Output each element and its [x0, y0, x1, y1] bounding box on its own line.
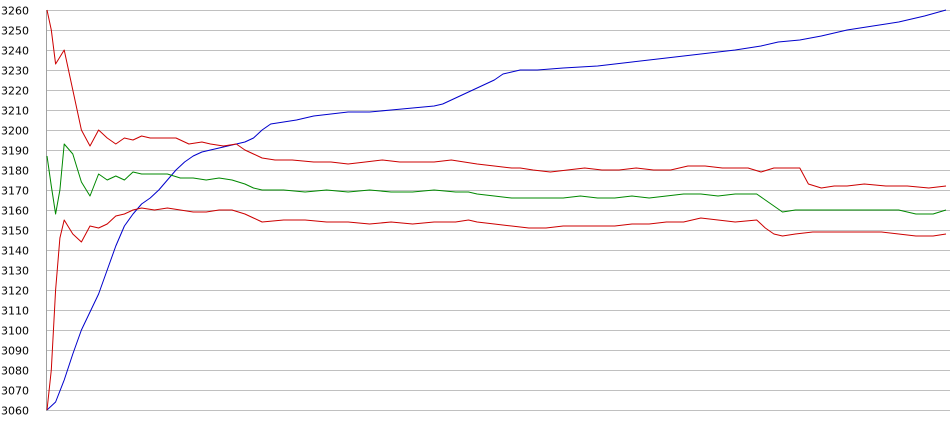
y-tick-label: 3240 — [1, 45, 29, 58]
y-tick-label: 3180 — [1, 165, 29, 178]
y-tick-label: 3090 — [1, 345, 29, 358]
y-tick-label: 3200 — [1, 125, 29, 138]
series-line-4 — [46, 207, 947, 411]
y-tick-label: 3260 — [1, 5, 29, 18]
y-tick-label: 3150 — [1, 225, 29, 238]
y-tick-label: 3210 — [1, 105, 29, 118]
y-tick-label: 3080 — [1, 365, 29, 378]
y-tick-label: 3100 — [1, 325, 29, 338]
series-line-2 — [46, 9, 947, 189]
y-tick-label: 3110 — [1, 305, 29, 318]
y-tick-label: 3230 — [1, 65, 29, 78]
y-tick-label: 3160 — [1, 205, 29, 218]
y-tick-label: 3190 — [1, 145, 29, 158]
y-tick-label: 3140 — [1, 245, 29, 258]
y-tick-label: 3170 — [1, 185, 29, 198]
y-tick-label: 3220 — [1, 85, 29, 98]
series-lines — [46, 9, 947, 411]
y-tick-label: 3120 — [1, 285, 29, 298]
y-tick-label: 3130 — [1, 265, 29, 278]
y-tick-labels: 3060 3070 3080 3090 3100 3110 3120 3130 3140 3150… — [1, 5, 29, 418]
y-tick-label: 3060 — [1, 405, 29, 418]
y-tick-label: 3250 — [1, 25, 29, 38]
gridlines — [47, 10, 950, 411]
series-line-3 — [46, 143, 947, 215]
series-line-1 — [46, 9, 947, 411]
y-tick-label: 3070 — [1, 385, 29, 398]
